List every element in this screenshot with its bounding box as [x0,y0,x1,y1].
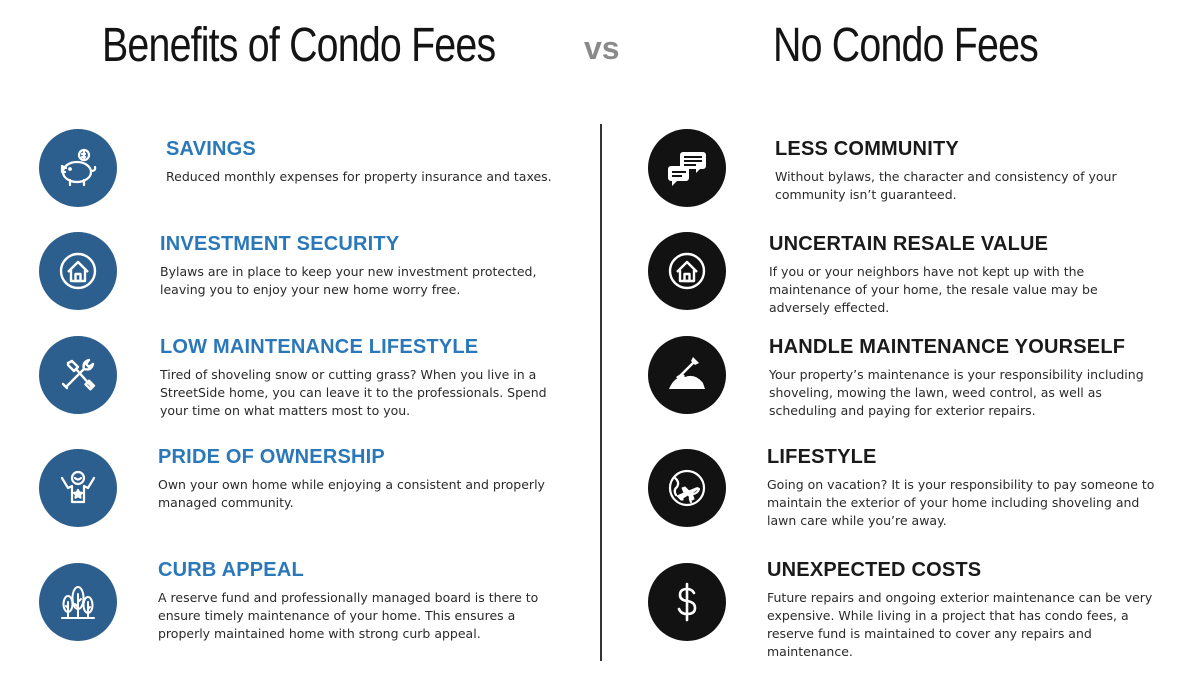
benefit-title: CURB APPEAL [158,559,304,581]
benefit-title: INVESTMENT SECURITY [160,233,400,255]
benefit-text: Bylaws are in place to keep your new inv… [160,264,537,297]
vs-label: vs [584,30,620,66]
tools-icon [39,336,117,414]
no-fees-heading: No Condo Fees [773,19,1039,72]
drawback-title: LESS COMMUNITY [775,138,959,160]
piggy-bank-icon [39,129,117,207]
column-divider [600,124,602,661]
benefit-text: Reduced monthly expenses for property in… [166,169,552,184]
house-icon [648,232,726,310]
shovel-icon [648,336,726,414]
proud-person-icon [39,449,117,527]
benefit-title: SAVINGS [166,138,256,160]
drawback-text: Your property’s maintenance is your resp… [769,367,1144,418]
drawback-title: HANDLE MAINTENANCE YOURSELF [769,336,1126,358]
drawback-title: UNEXPECTED COSTS [767,559,982,581]
drawback-text: If you or your neighbors have not kept u… [769,264,1098,315]
benefit-text: Own your own home while enjoying a consi… [158,477,545,510]
drawback-title: LIFESTYLE [767,446,877,468]
dollar-icon [648,563,726,641]
drawback-title: UNCERTAIN RESALE VALUE [769,233,1049,255]
chat-bubbles-icon [648,129,726,207]
benefit-title: PRIDE OF OWNERSHIP [158,446,385,468]
drawback-text: Going on vacation? It is your responsibi… [767,477,1155,528]
benefit-text: A reserve fund and professionally manage… [158,590,539,641]
benefit-title: LOW MAINTENANCE LIFESTYLE [160,336,479,358]
drawback-text: Without bylaws, the character and consis… [775,169,1117,202]
drawback-text: Future repairs and ongoing exterior main… [767,590,1153,659]
house-icon [39,232,117,310]
benefits-heading: Benefits of Condo Fees [102,19,496,72]
benefit-text: Tired of shoveling snow or cutting grass… [160,367,547,418]
globe-plane-icon [648,449,726,527]
trees-icon [39,563,117,641]
